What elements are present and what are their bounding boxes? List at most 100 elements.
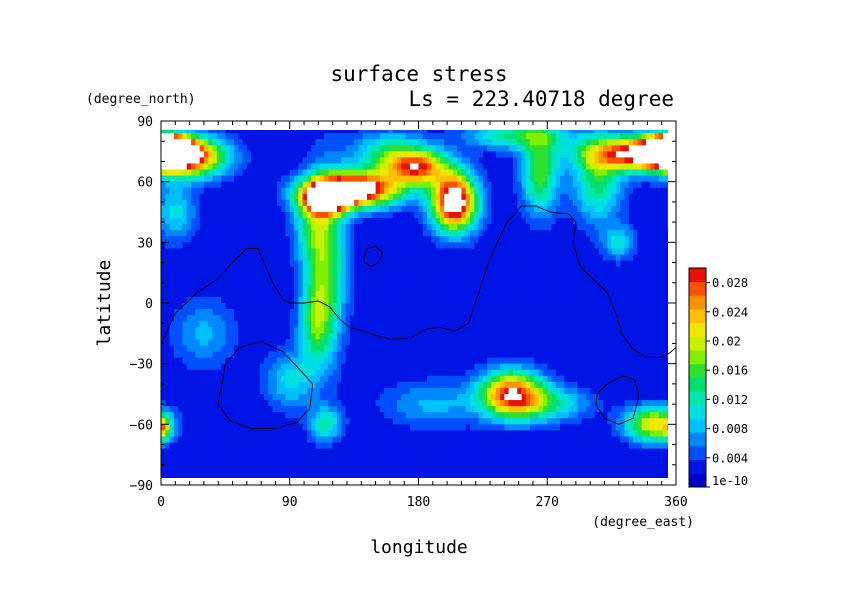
heatmap-cell <box>508 333 514 340</box>
heatmap-cell <box>225 193 231 201</box>
heatmap-cell <box>341 333 347 340</box>
heatmap-cell <box>238 254 244 262</box>
heatmap-cell <box>276 181 282 189</box>
heatmap-cell <box>658 248 664 256</box>
heatmap-cell <box>246 248 252 256</box>
heatmap-cell <box>663 339 669 347</box>
heatmap-cell <box>465 278 471 286</box>
heatmap-cell <box>311 272 317 280</box>
heatmap-cell <box>500 351 505 359</box>
heatmap-cell <box>598 321 604 328</box>
heatmap-cell <box>577 351 583 359</box>
heatmap-cell <box>564 284 570 292</box>
heatmap-cell <box>663 296 669 304</box>
heatmap-cell <box>379 363 385 371</box>
heatmap-cell <box>362 236 368 243</box>
heatmap-cell <box>585 284 591 292</box>
heatmap-cell <box>392 327 398 334</box>
heatmap-cell <box>324 163 329 171</box>
heatmap-cell <box>517 375 523 383</box>
heatmap-cell <box>367 321 372 328</box>
heatmap-cell <box>405 212 411 219</box>
heatmap-cell <box>427 230 432 237</box>
heatmap-cell <box>161 187 166 195</box>
heatmap-cell <box>568 327 574 334</box>
heatmap-cell <box>654 369 660 377</box>
heatmap-cell <box>551 375 557 383</box>
heatmap-cell <box>568 254 574 262</box>
heatmap-cell <box>525 266 531 274</box>
heatmap-cell <box>242 369 248 377</box>
heatmap-cell <box>276 193 282 201</box>
heatmap-cell <box>517 236 523 243</box>
heatmap-cell <box>474 175 480 183</box>
heatmap-cell <box>452 139 458 146</box>
heatmap-cell <box>517 157 523 165</box>
heatmap-cell <box>332 248 338 256</box>
heatmap-cell <box>397 357 402 365</box>
heatmap-cell <box>276 230 282 237</box>
heatmap-cell <box>585 193 591 201</box>
heatmap-cell <box>504 363 510 371</box>
heatmap-cell <box>225 333 231 340</box>
heatmap-cell <box>195 151 201 158</box>
heatmap-cell <box>319 357 325 365</box>
heatmap-cell <box>409 303 415 310</box>
heatmap-cell <box>564 290 570 298</box>
heatmap-cell <box>439 357 445 365</box>
heatmap-cell <box>242 284 248 292</box>
heatmap-cell <box>542 296 548 304</box>
heatmap-cell <box>637 181 643 189</box>
heatmap-cell <box>285 321 291 328</box>
heatmap-cell <box>332 363 338 371</box>
heatmap-cell <box>367 345 372 353</box>
heatmap-cell <box>341 290 347 298</box>
heatmap-cell <box>191 163 196 171</box>
heatmap-cell <box>577 242 583 249</box>
heatmap-cell <box>500 139 505 146</box>
heatmap-cell <box>478 303 484 310</box>
heatmap-cell <box>615 248 621 256</box>
heatmap-cell <box>216 369 222 377</box>
heatmap-cell <box>169 321 175 328</box>
heatmap-cell <box>457 151 463 158</box>
heatmap-cell <box>388 266 394 274</box>
heatmap-cell <box>667 193 668 201</box>
heatmap-cell <box>585 242 591 249</box>
heatmap-cell <box>547 339 553 347</box>
heatmap-cell <box>203 357 209 365</box>
heatmap-cell <box>461 369 467 377</box>
heatmap-cell <box>478 266 484 274</box>
heatmap-cell <box>598 315 604 322</box>
heatmap-cell <box>212 290 218 298</box>
heatmap-cell <box>508 375 514 383</box>
heatmap-cell <box>422 254 428 262</box>
heatmap-cell <box>272 333 278 340</box>
heatmap-cell <box>375 345 381 353</box>
heatmap-cell <box>375 375 381 383</box>
heatmap-cell <box>161 133 166 140</box>
heatmap-cell <box>345 272 351 280</box>
heatmap-cell <box>590 145 596 152</box>
heatmap-cell <box>603 375 608 383</box>
heatmap-cell <box>517 175 523 183</box>
heatmap-cell <box>615 230 621 237</box>
heatmap-cell <box>603 345 608 353</box>
heatmap-cell <box>276 242 282 249</box>
heatmap-cell <box>474 242 480 249</box>
heatmap-cell <box>349 345 355 353</box>
heatmap-cell <box>233 266 239 274</box>
heatmap-cell <box>281 296 287 304</box>
heatmap-cell <box>470 290 475 298</box>
heatmap-cell <box>534 205 540 213</box>
heatmap-cell <box>470 236 475 243</box>
heatmap-cell <box>306 321 312 328</box>
heatmap-cell <box>319 169 325 177</box>
heatmap-cell <box>285 230 291 237</box>
heatmap-cell <box>358 242 364 249</box>
heatmap-cell <box>495 266 501 274</box>
heatmap-cell <box>598 339 604 347</box>
heatmap-cell <box>311 339 317 347</box>
heatmap-cell <box>324 151 329 158</box>
heatmap-cell <box>242 290 248 298</box>
